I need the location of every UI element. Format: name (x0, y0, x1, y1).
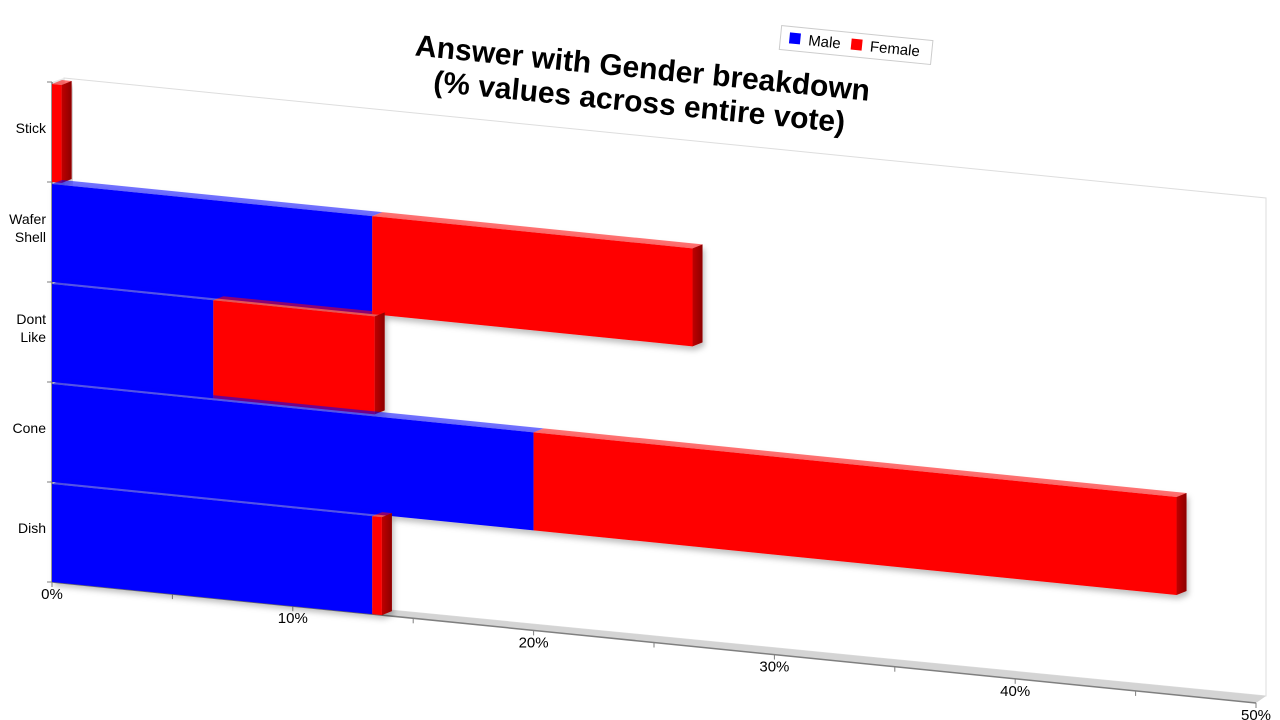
bar-male-dont-like (52, 284, 214, 399)
x-tick-label: 20% (519, 634, 549, 651)
bar-female-dont-like (213, 300, 375, 415)
x-tick-label: 30% (759, 659, 789, 676)
x-tick-label: 10% (278, 610, 308, 627)
bar-group-wafer-shell (52, 180, 703, 347)
bar-group-stick (52, 80, 72, 183)
bar-female-wafer-shell (372, 216, 693, 347)
bar-group-dont-like (52, 280, 385, 415)
bar-female-dish (372, 516, 382, 616)
bar-top-female-dish (372, 512, 392, 518)
category-label-wafer-shell: Shell (15, 229, 46, 245)
legend-label-male: Male (807, 32, 841, 52)
x-tick-label: 40% (1000, 683, 1030, 700)
legend-swatch-male (788, 32, 801, 45)
bar-top-male-wafer-shell (52, 180, 383, 217)
bar-side-shade-stick (61, 80, 72, 183)
bar-side-shade-cone (1176, 493, 1187, 596)
bar-side-shade-dont-like (374, 312, 385, 415)
bar-female-stick (52, 84, 62, 183)
category-labels: Stick Wafer Shell Dont Like Cone Dish (9, 120, 47, 536)
category-label-stick: Stick (16, 120, 47, 136)
legend: Male Female (778, 24, 934, 66)
category-label-cone: Cone (13, 420, 47, 436)
bar-top-female-dont-like (213, 296, 385, 317)
x-tick-label: 0% (41, 586, 63, 603)
bar-top-male-cone (52, 380, 544, 433)
bar-female-cone (533, 432, 1177, 596)
bar-top-female-stick (52, 80, 72, 85)
bar-side-shade-dish (381, 513, 392, 616)
bars (52, 80, 1187, 616)
bar-male-dish (52, 484, 373, 615)
bar-group-cone (52, 380, 1187, 596)
category-label-dish: Dish (18, 520, 46, 536)
bar-group-dish (52, 480, 392, 616)
bar-top-male-dish (52, 480, 383, 517)
bar-top-male-dont-like (52, 280, 224, 301)
x-tick-label: 50% (1241, 707, 1271, 720)
category-ticks (47, 81, 52, 583)
legend-label-female: Female (869, 38, 920, 60)
bar-side-shade-wafer-shell (692, 244, 703, 347)
category-label-dont-like: Dont (16, 311, 46, 327)
bar-top-female-cone (533, 428, 1187, 498)
category-label-dont-like: Like (20, 329, 46, 345)
legend-swatch-female (850, 38, 863, 51)
x-tick-labels: 0% 10% 20% 30% 40% 50% (41, 586, 1271, 720)
bar-top-female-wafer-shell (372, 212, 703, 249)
category-label-wafer-shell: Wafer (9, 211, 46, 227)
value-ticks (51, 582, 1257, 708)
bar-male-wafer-shell (52, 184, 373, 315)
